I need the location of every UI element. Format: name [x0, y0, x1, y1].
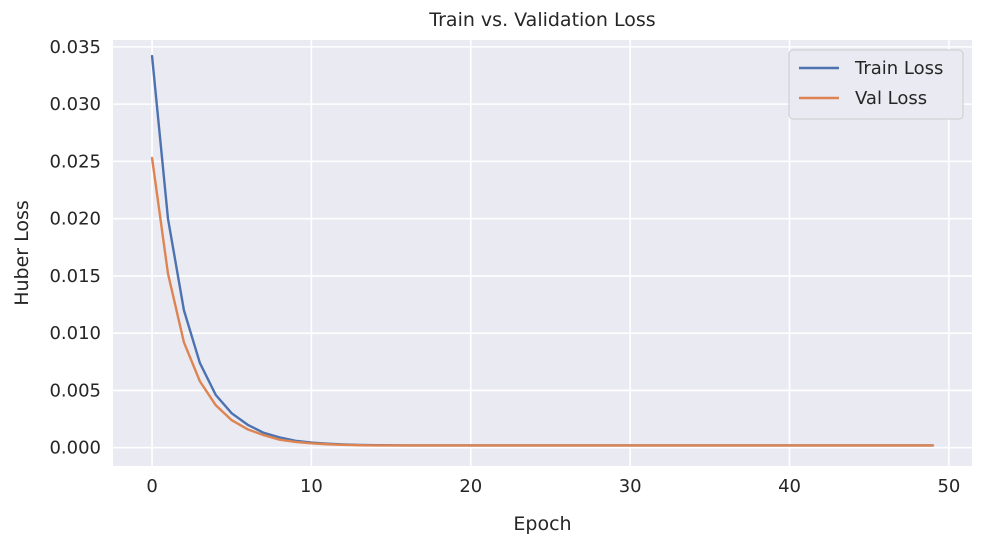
x-tick-label: 40	[778, 476, 801, 497]
x-tick-label: 10	[300, 476, 323, 497]
y-tick-label: 0.030	[49, 94, 101, 115]
y-axis-title: Huber Loss	[11, 200, 33, 306]
x-axis-title: Epoch	[513, 513, 571, 535]
x-tick-label: 0	[146, 476, 157, 497]
grid-lines	[113, 40, 972, 466]
chart-title: Train vs. Validation Loss	[428, 9, 655, 31]
y-tick-label: 0.010	[49, 323, 101, 344]
y-tick-label: 0.000	[49, 438, 101, 459]
y-tick-label: 0.025	[49, 151, 101, 172]
x-tick-label: 30	[619, 476, 642, 497]
y-tick-label: 0.015	[49, 266, 101, 287]
x-tick-label: 20	[459, 476, 482, 497]
x-tick-labels: 0 10 20 30 40 50	[146, 476, 960, 497]
legend-label-val-loss: Val Loss	[855, 88, 927, 109]
series-line-val-loss	[150, 156, 935, 447]
y-tick-labels: 0.000 0.005 0.010 0.015 0.020 0.025 0.030 0.035	[49, 37, 101, 459]
y-tick-label: 0.035	[49, 37, 101, 58]
legend-label-train-loss: Train Loss	[854, 58, 943, 79]
y-tick-label: 0.005	[49, 380, 101, 401]
legend: Train Loss Val Loss	[788, 49, 964, 120]
series-lines	[150, 54, 935, 447]
y-tick-label: 0.020	[49, 209, 101, 230]
x-tick-label: 50	[937, 476, 960, 497]
